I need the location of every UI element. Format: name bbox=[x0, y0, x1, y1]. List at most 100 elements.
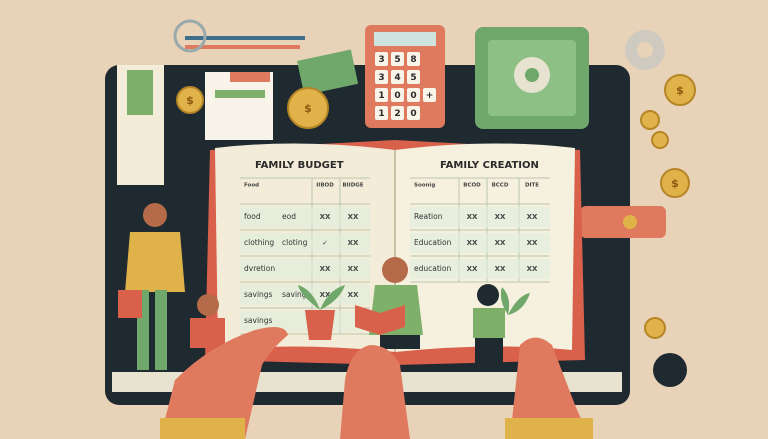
row-mark: ✓ bbox=[322, 239, 328, 247]
token bbox=[653, 353, 687, 387]
calc-key-label: 2 bbox=[394, 109, 400, 119]
row-label: clothing bbox=[244, 238, 274, 247]
row-band bbox=[240, 207, 370, 227]
table-header: BIIDGE bbox=[342, 183, 363, 189]
row-note: eod bbox=[282, 212, 296, 221]
calc-key bbox=[391, 88, 404, 102]
page-title: FAMILY CREATION bbox=[440, 160, 539, 171]
plant bbox=[500, 287, 530, 315]
coin bbox=[651, 131, 669, 149]
calculator-keys: 3 5 83 4 51 0 0 +1 2 0 bbox=[375, 52, 436, 120]
table-header: DITE bbox=[525, 183, 539, 189]
row-mark: XX bbox=[495, 265, 506, 273]
calc-key bbox=[375, 52, 388, 66]
row-label: Education bbox=[414, 238, 452, 247]
row-mark: XX bbox=[467, 213, 478, 221]
coin bbox=[664, 74, 696, 106]
strap-button bbox=[623, 215, 637, 229]
calc-key bbox=[423, 88, 436, 102]
calculator bbox=[365, 25, 445, 128]
coin-symbol: $ bbox=[671, 177, 679, 190]
tables: FAMILY BUDGET Food IIBOD BIIDGE food eod XX XX c… bbox=[240, 160, 550, 335]
row-note: cloting bbox=[282, 238, 308, 247]
washer-hole bbox=[637, 42, 653, 58]
calc-key bbox=[375, 88, 388, 102]
row-mark: XX bbox=[348, 213, 359, 221]
standing-man bbox=[118, 203, 185, 370]
calc-key bbox=[407, 106, 420, 120]
table-header: BCCD bbox=[492, 183, 509, 189]
reading-woman bbox=[355, 257, 423, 349]
calc-key-label: 8 bbox=[410, 55, 416, 65]
calculator-screen bbox=[374, 32, 436, 46]
row-note: saving bbox=[282, 290, 307, 299]
row-mark: XX bbox=[320, 265, 331, 273]
row-mark: XX bbox=[320, 213, 331, 221]
calc-key-label: 5 bbox=[410, 73, 416, 83]
safe-dial-center bbox=[525, 68, 539, 82]
calc-key bbox=[375, 106, 388, 120]
row-mark: XX bbox=[527, 239, 538, 247]
calc-key-label: 0 bbox=[410, 91, 416, 101]
row-mark: XX bbox=[495, 213, 506, 221]
calc-key bbox=[407, 88, 420, 102]
row-mark: XX bbox=[348, 291, 359, 299]
row-band bbox=[410, 259, 550, 279]
plant bbox=[298, 285, 345, 310]
row-mark: XX bbox=[467, 265, 478, 273]
coin-symbol: $ bbox=[304, 102, 312, 115]
sleeve bbox=[505, 418, 593, 439]
plant-pot bbox=[305, 310, 335, 340]
calc-key-label: 1 bbox=[378, 109, 384, 119]
notepad-graphic bbox=[127, 70, 153, 115]
left-hand bbox=[160, 326, 288, 439]
calc-key-label: 3 bbox=[378, 55, 384, 65]
calc-key-label: 1 bbox=[378, 91, 384, 101]
row-band bbox=[240, 233, 370, 253]
row-band bbox=[410, 207, 550, 227]
calc-key-label: 4 bbox=[394, 73, 400, 83]
coin bbox=[640, 110, 660, 130]
calc-key-label: + bbox=[426, 91, 434, 101]
clip-ring bbox=[173, 19, 207, 53]
row-label: Reation bbox=[414, 212, 443, 221]
row-mark: XX bbox=[495, 239, 506, 247]
row-label: education bbox=[414, 264, 451, 273]
coin bbox=[287, 87, 329, 129]
sitting-child bbox=[190, 294, 225, 348]
coin bbox=[176, 86, 204, 114]
row-mark: XX bbox=[527, 213, 538, 221]
table-header: BCOD bbox=[463, 183, 481, 189]
calc-key-label: 3 bbox=[378, 73, 384, 83]
calc-key bbox=[391, 70, 404, 84]
calc-key bbox=[375, 70, 388, 84]
row-band bbox=[410, 233, 550, 253]
calc-key bbox=[407, 70, 420, 84]
coin bbox=[660, 168, 690, 198]
calc-key-label: 0 bbox=[410, 109, 416, 119]
calc-key bbox=[391, 52, 404, 66]
calc-key bbox=[407, 52, 420, 66]
calc-key-label: 0 bbox=[394, 91, 400, 101]
coins: $ $ $ $ bbox=[176, 74, 696, 339]
coin bbox=[644, 317, 666, 339]
banknote bbox=[297, 49, 359, 96]
row-mark: XX bbox=[320, 291, 331, 299]
row-band bbox=[240, 259, 370, 279]
row-label: food bbox=[244, 212, 261, 221]
row-mark: XX bbox=[527, 265, 538, 273]
calc-key-label: 5 bbox=[394, 55, 400, 65]
row-label: dvretion bbox=[244, 264, 275, 273]
row-mark: XX bbox=[467, 239, 478, 247]
row-label: savings bbox=[244, 316, 273, 325]
row-mark: XX bbox=[348, 239, 359, 247]
right-hand bbox=[510, 337, 590, 439]
sitting-boy bbox=[473, 284, 505, 368]
table-header: Soonig bbox=[414, 183, 435, 189]
row-label: savings bbox=[244, 290, 273, 299]
row-band bbox=[240, 311, 370, 331]
row-mark: XX bbox=[348, 265, 359, 273]
document bbox=[205, 72, 273, 140]
table-header: IIBOD bbox=[316, 183, 334, 189]
